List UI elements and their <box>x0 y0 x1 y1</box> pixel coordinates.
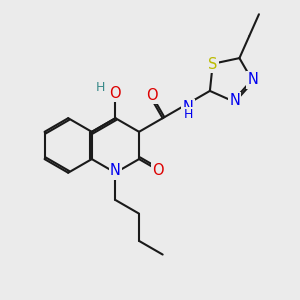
Text: N: N <box>248 72 259 87</box>
Text: O: O <box>153 163 164 178</box>
Text: H: H <box>95 81 105 94</box>
Text: H: H <box>183 108 193 121</box>
Text: N: N <box>110 164 121 178</box>
Text: N: N <box>230 93 240 108</box>
Text: N: N <box>183 100 194 115</box>
Text: O: O <box>146 88 157 103</box>
Text: O: O <box>110 86 121 101</box>
Text: S: S <box>208 57 218 72</box>
